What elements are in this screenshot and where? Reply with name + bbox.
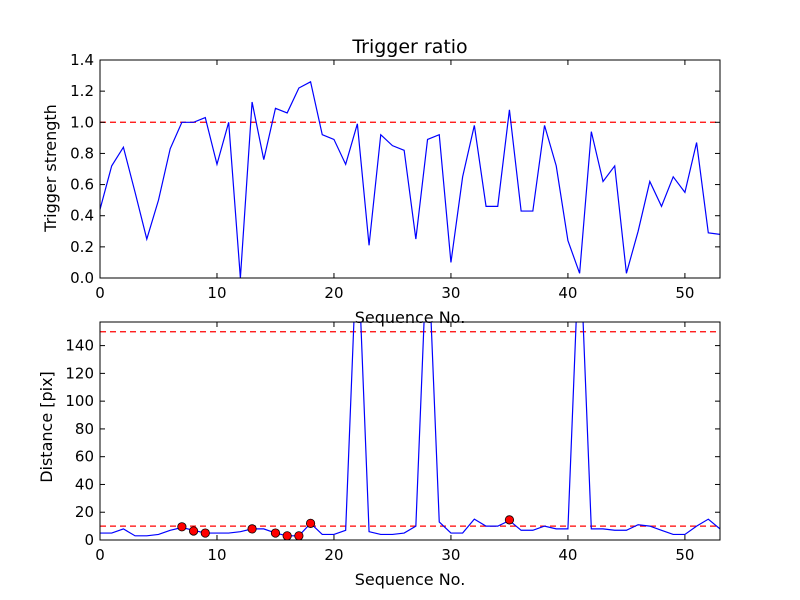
data-point-marker [177, 522, 187, 532]
x-tick-label: 40 [558, 546, 577, 564]
axes-frame [99, 321, 721, 541]
x-tick-label: 30 [441, 546, 460, 564]
y-tick-label: 40 [75, 475, 94, 493]
x-tick-label: 40 [558, 284, 577, 302]
y-tick-label: 0.6 [70, 176, 94, 194]
y-tick-label: 0 [84, 531, 94, 549]
x-tick-label: 10 [207, 546, 226, 564]
x-tick-label: 50 [675, 546, 694, 564]
y-tick-label: 100 [65, 392, 94, 410]
data-point-marker [247, 524, 257, 534]
data-point-marker [270, 528, 281, 538]
y-tick-label: 60 [75, 448, 94, 466]
plot-area [100, 80, 720, 278]
x-tick-label: 0 [95, 546, 105, 564]
y-axis-label: Trigger strength [41, 104, 60, 233]
x-tick-label: 30 [441, 284, 460, 302]
axes-frame [99, 59, 721, 279]
chart-title: Trigger ratio [351, 36, 467, 58]
series-line [100, 80, 720, 278]
x-axis-label: Sequence No. [355, 570, 466, 589]
y-tick-label: 0.0 [70, 269, 94, 287]
y-tick-label: 1.0 [70, 113, 94, 131]
y-tick-label: 20 [75, 503, 94, 521]
trigger-ratio-chart: Trigger ratio Sequence No. Trigger stren… [41, 36, 721, 327]
x-tick-label: 50 [675, 284, 694, 302]
y-tick-label: 140 [65, 337, 94, 355]
data-point-marker [282, 531, 292, 540]
y-tick-label: 0.2 [70, 238, 94, 256]
series-line [100, 322, 720, 537]
x-tick-label: 20 [324, 284, 343, 302]
y-tick-label: 120 [65, 364, 94, 382]
x-axis-label: Sequence No. [355, 308, 466, 327]
y-tick-label: 1.4 [70, 51, 94, 69]
y-tick-label: 0.8 [70, 144, 94, 162]
data-point-marker [294, 531, 304, 540]
x-tick-label: 0 [95, 284, 105, 302]
distance-chart: Sequence No. Distance [pix] 0 10 20 30 40 50 0… [37, 321, 721, 589]
data-point-marker [200, 528, 210, 538]
data-point-marker [188, 526, 199, 536]
x-tick-label: 10 [207, 284, 226, 302]
y-axis-label: Distance [pix] [37, 371, 56, 483]
y-tick-label: 0.4 [70, 207, 94, 225]
data-point-marker [504, 515, 515, 525]
x-tick-label: 20 [324, 546, 343, 564]
y-tick-label: 80 [75, 420, 94, 438]
data-point-marker [305, 518, 316, 528]
y-tick-label: 1.2 [70, 82, 94, 100]
plot-area [100, 322, 720, 540]
